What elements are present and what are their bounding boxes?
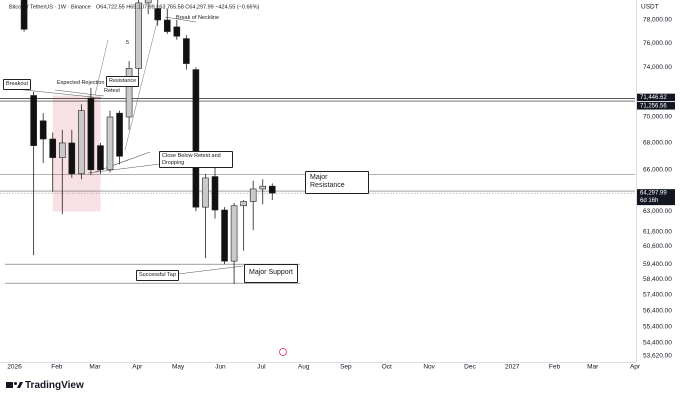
candle-body (268, 185, 276, 194)
logo-mark (6, 382, 13, 388)
candle-body (249, 188, 257, 202)
x-tick-label: Nov (423, 364, 435, 371)
x-tick-label: May (172, 364, 185, 371)
candle-body (78, 110, 85, 175)
y-tick-label: 74,000.00 (643, 64, 672, 71)
y-tick-label: 76,000.00 (643, 40, 672, 47)
level-label: 71,256.56 (640, 104, 667, 110)
candle-body (39, 120, 47, 140)
annotation: 5 (126, 40, 130, 46)
trend-line (124, 9, 161, 151)
candle-body (97, 145, 104, 171)
candle-body (135, 2, 142, 69)
annotation: Close Below Retest and Dropping (159, 151, 233, 169)
candle-body (211, 176, 219, 211)
x-tick-label: Sep (340, 364, 352, 371)
candle-body (154, 8, 162, 21)
x-tick-label: Mar (587, 364, 599, 371)
candle-body (49, 138, 57, 158)
candle-body (221, 209, 228, 262)
annotation: Expected Rejection (57, 80, 105, 86)
brand-name: TradingView (25, 380, 84, 391)
x-tick-label: Feb (549, 364, 561, 371)
trend-line (4, 87, 103, 99)
candle-body (58, 142, 66, 158)
brand-logo: TradingView (6, 380, 84, 391)
x-tick-label: Aug (298, 364, 310, 371)
x-tick-label: Mar (89, 364, 101, 371)
candle-body (87, 97, 95, 171)
x-tick-label: Jun (215, 364, 226, 371)
annotation: Breakout (3, 79, 32, 90)
y-tick-label: 70,000.00 (643, 114, 672, 121)
x-tick-label: Jul (257, 364, 266, 371)
x-tick-label: Dec (464, 364, 476, 371)
ohlc-info: O64,722.55 H65,107.99 L63,765.58 C64,297… (96, 4, 259, 10)
candle-body (144, 0, 152, 4)
candle-body (173, 26, 181, 37)
logo-mark (17, 382, 23, 388)
candle-body (183, 38, 190, 64)
x-tick-label: Feb (51, 364, 63, 371)
annotation: Resistance (106, 76, 140, 87)
annotation: Retest (104, 88, 120, 94)
candle-body (202, 177, 209, 208)
level-tag (637, 93, 675, 102)
y-tick-label: 78,000.00 (643, 17, 672, 24)
y-tick-label: 55,400.00 (643, 323, 672, 330)
y-tick-label: 60,600.00 (643, 243, 672, 250)
trend-line (94, 151, 151, 173)
y-tick-label: 57,400.00 (643, 292, 672, 299)
y-tick-label: 54,400.00 (643, 340, 672, 347)
y-tick-label: 61,600.00 (643, 228, 672, 235)
x-tick-label: Apr (132, 364, 143, 371)
x-tick-label: 2027 (505, 364, 520, 371)
candle-body (230, 205, 238, 262)
candle-body (240, 201, 247, 207)
trend-line (94, 39, 109, 96)
trend-line (54, 89, 105, 97)
currency-label: USDT (641, 4, 659, 11)
trend-line (169, 265, 244, 276)
level-tag (637, 102, 675, 110)
candle-body (259, 185, 267, 190)
annotation: Break of Neckline (176, 15, 220, 21)
event-icon (279, 348, 287, 356)
y-tick-label: 63,000.00 (643, 208, 672, 215)
candle-body (125, 68, 133, 118)
x-tick-label: 2026 (7, 364, 22, 371)
candle-body (68, 142, 76, 175)
countdown-label: 6d 16h (640, 198, 658, 204)
annotation: Major Resistance (305, 171, 369, 194)
candle-body (106, 116, 114, 171)
x-tick-label: Oct (382, 364, 392, 371)
y-tick-label: 68,000.00 (643, 140, 672, 147)
logo-mark (14, 382, 17, 385)
x-tick-label: Apr (630, 364, 641, 371)
last-price-label: 64,297.99 (640, 191, 667, 197)
candle-body (116, 112, 123, 157)
y-tick-label: 59,400.00 (643, 261, 672, 268)
y-tick-label: 56,400.00 (643, 307, 672, 314)
symbol-info: Bitcoin / TetherUS · 1W · Binance (9, 4, 91, 10)
last-price-tag (637, 189, 675, 206)
trend-line (87, 163, 161, 174)
annotation: Successful Tap (136, 270, 179, 281)
y-tick-label: 53,620.00 (643, 353, 672, 360)
level-label: 71,446.62 (640, 95, 667, 101)
candle-body (192, 69, 200, 208)
annotation: Major Support (244, 264, 298, 283)
y-tick-label: 58,400.00 (643, 276, 672, 283)
candle-body (30, 95, 37, 146)
trend-line (164, 16, 197, 23)
candle-body (163, 19, 171, 32)
y-tick-label: 66,000.00 (643, 166, 672, 173)
candle-body (20, 0, 28, 30)
